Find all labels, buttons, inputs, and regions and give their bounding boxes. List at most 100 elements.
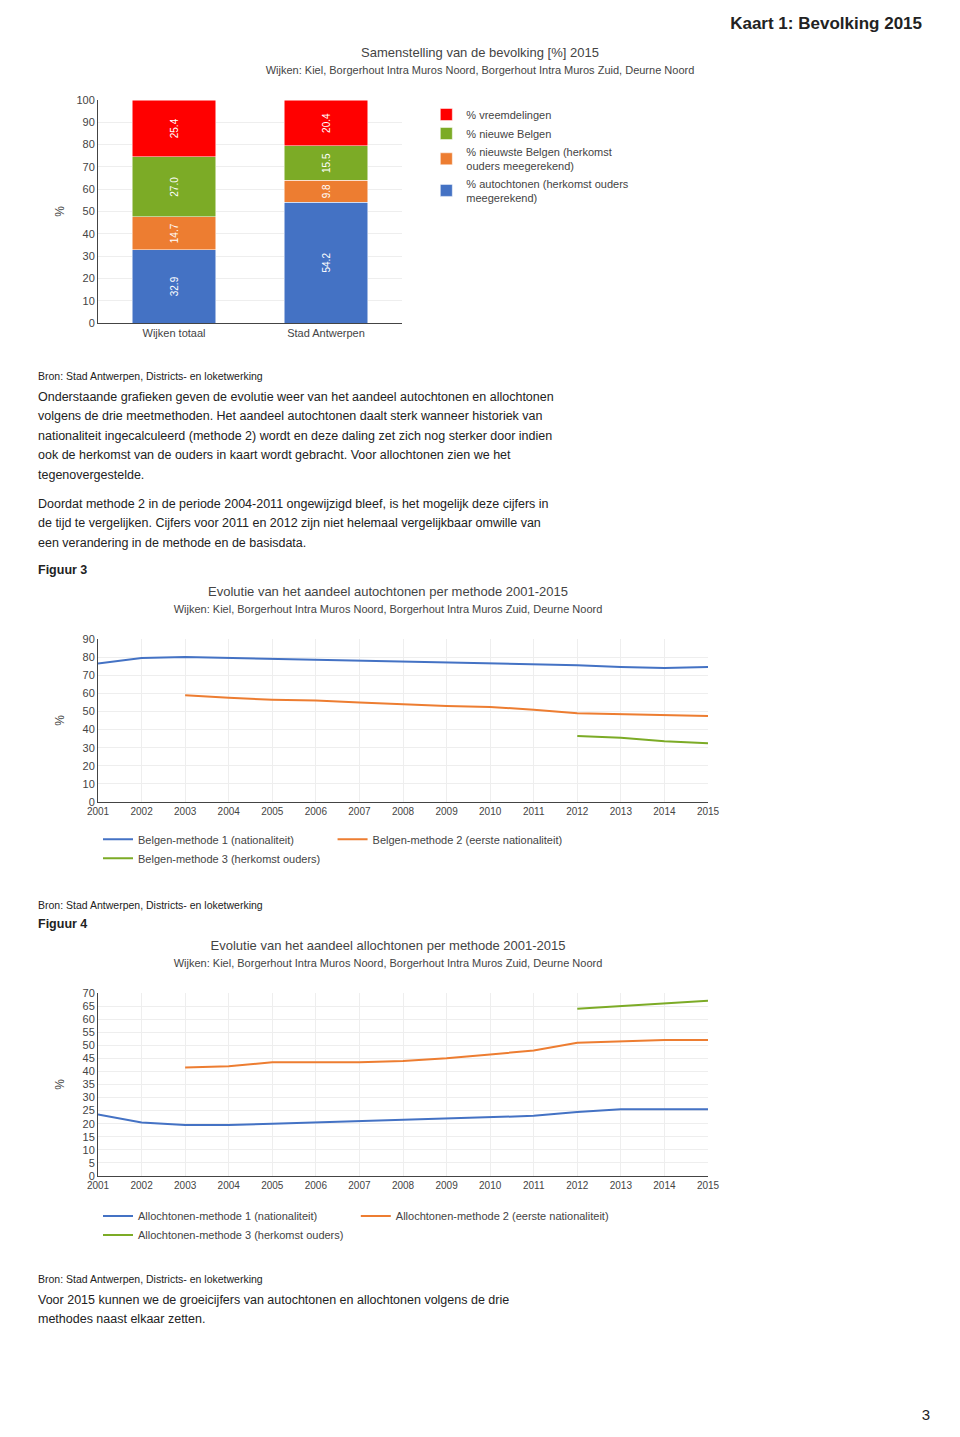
svg-text:% nieuwe Belgen: % nieuwe Belgen <box>466 128 551 140</box>
svg-text:2011: 2011 <box>523 1180 545 1191</box>
svg-text:2003: 2003 <box>174 806 197 817</box>
svg-text:2013: 2013 <box>610 806 633 817</box>
svg-text:70: 70 <box>83 669 95 681</box>
svg-text:30: 30 <box>83 1091 95 1103</box>
svg-text:40: 40 <box>83 228 95 240</box>
svg-text:2004: 2004 <box>218 806 241 817</box>
html-text:Figuur 3: Figuur 3 <box>38 563 88 577</box>
svg-text:80: 80 <box>83 651 95 663</box>
html-text:Kaart 1: Bevolking 2015: Kaart 1: Bevolking 2015 <box>730 14 922 33</box>
svg-text:2009: 2009 <box>435 1180 458 1191</box>
svg-text:Belgen-methode 1 (nationalitei: Belgen-methode 1 (nationaliteit) <box>138 834 294 846</box>
svg-text:2005: 2005 <box>261 806 284 817</box>
svg-text:2007: 2007 <box>348 806 371 817</box>
svg-text:32.9: 32.9 <box>169 276 180 296</box>
svg-text:% autochtonen (herkomst ouders: % autochtonen (herkomst oudersmeegereken… <box>466 178 629 204</box>
svg-text:45: 45 <box>83 1052 95 1064</box>
svg-text:2003: 2003 <box>174 1180 197 1191</box>
svg-text:9.8: 9.8 <box>321 184 332 198</box>
svg-text:2010: 2010 <box>479 1180 502 1191</box>
svg-text:15.5: 15.5 <box>321 153 332 173</box>
svg-text:15: 15 <box>83 1131 95 1143</box>
svg-text:Belgen-methode 2 (eerste natio: Belgen-methode 2 (eerste nationaliteit) <box>373 834 563 846</box>
svg-text:2012: 2012 <box>566 1180 589 1191</box>
svg-text:2008: 2008 <box>392 1180 415 1191</box>
svg-text:30: 30 <box>83 742 95 754</box>
svg-text:Allochtonen-methode 3 (herkoms: Allochtonen-methode 3 (herkomst ouders) <box>138 1229 343 1241</box>
html-text:Figuur 4: Figuur 4 <box>38 917 88 931</box>
svg-text:20: 20 <box>83 760 95 772</box>
svg-text:Evolutie van het aandeel autoc: Evolutie van het aandeel autochtonen per… <box>174 584 603 615</box>
svg-text:2010: 2010 <box>479 806 502 817</box>
svg-text:2007: 2007 <box>348 1180 371 1191</box>
svg-text:10: 10 <box>83 295 95 307</box>
svg-text:2004: 2004 <box>218 1180 241 1191</box>
svg-text:20: 20 <box>83 1118 95 1130</box>
svg-text:20: 20 <box>83 272 95 284</box>
svg-text:0: 0 <box>89 317 95 329</box>
svg-text:30: 30 <box>83 250 95 262</box>
svg-text:2012: 2012 <box>566 806 589 817</box>
svg-text:40: 40 <box>83 1065 95 1077</box>
html-text:Bron: Stad Antwerpen, District: Bron: Stad Antwerpen, Districts- en loke… <box>38 370 263 382</box>
svg-text:27.0: 27.0 <box>169 177 180 197</box>
svg-text:2005: 2005 <box>261 1180 284 1191</box>
svg-text:2002: 2002 <box>130 806 153 817</box>
svg-text:50: 50 <box>83 1039 95 1051</box>
svg-text:0: 0 <box>89 796 95 808</box>
svg-text:Allochtonen-methode 1 (nationa: Allochtonen-methode 1 (nationaliteit) <box>138 1210 317 1222</box>
svg-text:%: % <box>53 715 67 726</box>
svg-text:55: 55 <box>83 1026 95 1038</box>
svg-text:50: 50 <box>83 205 95 217</box>
svg-text:35: 35 <box>83 1078 95 1090</box>
svg-text:Belgen-methode 3 (herkomst oud: Belgen-methode 3 (herkomst ouders) <box>138 853 320 865</box>
svg-text:100: 100 <box>76 94 94 106</box>
html-text:Voor 2015 kunnen we de groeici: Voor 2015 kunnen we de groeicijfers van … <box>38 1293 510 1327</box>
svg-text:54.2: 54.2 <box>321 253 332 273</box>
svg-text:2008: 2008 <box>392 806 415 817</box>
svg-text:% nieuwste Belgen (herkomstoud: % nieuwste Belgen (herkomstouders meeger… <box>466 146 612 172</box>
svg-text:%: % <box>53 206 67 217</box>
svg-text:Stad Antwerpen: Stad Antwerpen <box>287 327 365 339</box>
svg-text:2011: 2011 <box>523 806 545 817</box>
svg-text:2001: 2001 <box>87 806 110 817</box>
svg-text:10: 10 <box>83 778 95 790</box>
html-text:Onderstaande grafieken geven d: Onderstaande grafieken geven de evolutie… <box>38 390 554 482</box>
svg-text:25.4: 25.4 <box>169 118 180 138</box>
svg-text:2001: 2001 <box>87 1180 110 1191</box>
svg-text:70: 70 <box>83 987 95 999</box>
html-text:Bron: Stad Antwerpen, District: Bron: Stad Antwerpen, Districts- en loke… <box>38 899 263 911</box>
svg-text:25: 25 <box>83 1104 95 1116</box>
svg-text:65: 65 <box>83 1000 95 1012</box>
svg-text:2002: 2002 <box>130 1180 153 1191</box>
svg-text:90: 90 <box>83 116 95 128</box>
svg-text:2013: 2013 <box>610 1180 633 1191</box>
svg-text:5: 5 <box>89 1157 95 1169</box>
svg-text:40: 40 <box>83 723 95 735</box>
svg-text:%: % <box>53 1079 67 1090</box>
svg-text:0: 0 <box>89 1170 95 1182</box>
svg-text:10: 10 <box>83 1144 95 1156</box>
svg-text:Samenstelling van de bevolking: Samenstelling van de bevolking [%] 2015W… <box>266 45 695 76</box>
svg-text:2015: 2015 <box>697 806 720 817</box>
svg-text:2006: 2006 <box>305 806 328 817</box>
svg-text:80: 80 <box>83 138 95 150</box>
svg-text:60: 60 <box>83 687 95 699</box>
svg-text:2015: 2015 <box>697 1180 720 1191</box>
svg-text:60: 60 <box>83 183 95 195</box>
svg-text:Allochtonen-methode 2 (eerste: Allochtonen-methode 2 (eerste nationalit… <box>396 1210 609 1222</box>
svg-text:60: 60 <box>83 1013 95 1025</box>
svg-text:14.7: 14.7 <box>169 223 180 243</box>
svg-text:2009: 2009 <box>435 806 458 817</box>
svg-text:90: 90 <box>83 633 95 645</box>
svg-text:2014: 2014 <box>653 1180 676 1191</box>
svg-text:Wijken totaal: Wijken totaal <box>143 327 206 339</box>
svg-text:% vreemdelingen: % vreemdelingen <box>466 109 551 121</box>
svg-text:20.4: 20.4 <box>321 113 332 133</box>
svg-text:2014: 2014 <box>653 806 676 817</box>
svg-text:Evolutie van het aandeel alloc: Evolutie van het aandeel allochtonen per… <box>174 938 603 969</box>
svg-text:50: 50 <box>83 705 95 717</box>
html-text:Doordat methode 2 in de period: Doordat methode 2 in de periode 2004-201… <box>38 496 549 550</box>
svg-text:2006: 2006 <box>305 1180 328 1191</box>
svg-text:70: 70 <box>83 161 95 173</box>
